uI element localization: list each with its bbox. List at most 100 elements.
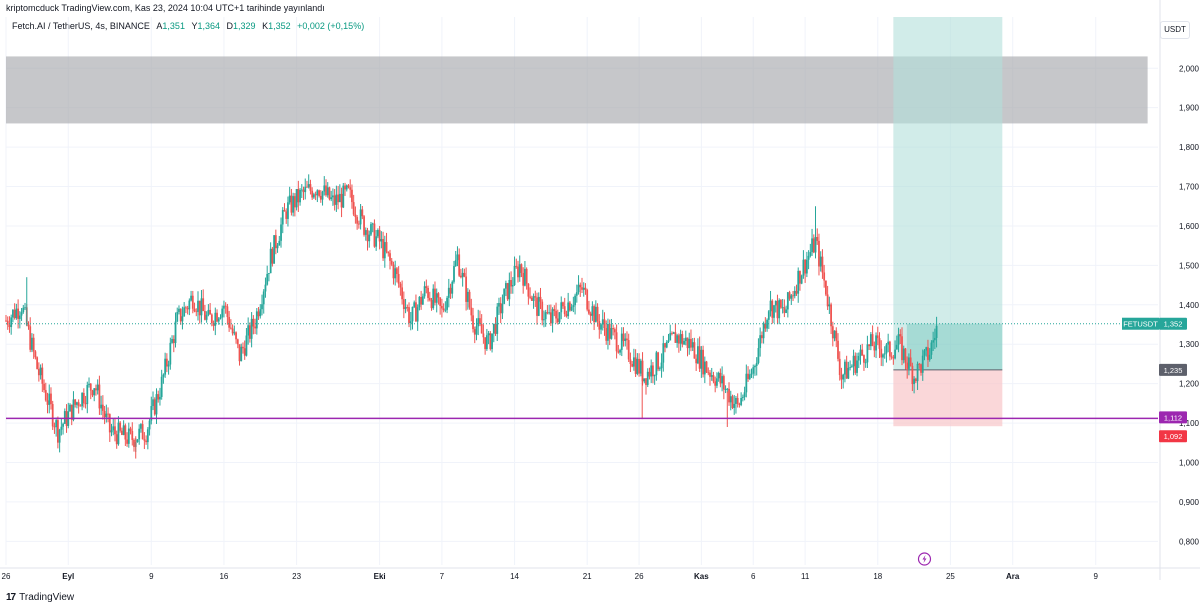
candle-down xyxy=(613,329,616,333)
candle-down xyxy=(340,193,343,208)
candle-up xyxy=(667,340,670,342)
candle-up xyxy=(752,367,755,374)
candle-down xyxy=(17,308,20,319)
y-tick-label: 1,100 xyxy=(1179,419,1200,428)
price-label: 1,235 xyxy=(1164,366,1183,375)
candle-down xyxy=(722,376,725,390)
candle-down xyxy=(357,223,360,225)
candle-up xyxy=(591,306,594,316)
candle-down xyxy=(525,268,528,284)
y-tick-label: 1,300 xyxy=(1179,340,1200,349)
candle-down xyxy=(243,348,246,356)
candle-up xyxy=(262,291,265,305)
candle-up xyxy=(773,305,775,318)
candle-down xyxy=(283,210,286,212)
candle-up xyxy=(214,312,217,326)
candle-down xyxy=(854,355,857,373)
candle-down xyxy=(212,323,215,326)
x-tick-label: 18 xyxy=(873,572,882,581)
candle-down xyxy=(363,216,365,235)
candle-up xyxy=(594,306,597,323)
candle-down xyxy=(603,319,606,329)
candle-down xyxy=(914,378,917,382)
candle-up xyxy=(477,318,480,327)
candle-down xyxy=(714,381,717,386)
publish-info: kriptomcduck TradingView.com, Kas 23, 20… xyxy=(6,3,325,13)
candle-up xyxy=(703,361,706,375)
candle-down xyxy=(216,312,218,322)
candle-up xyxy=(684,337,687,341)
candle-down xyxy=(536,297,538,316)
candle-down xyxy=(838,358,841,376)
candle-down xyxy=(638,358,640,374)
candle-down xyxy=(719,372,722,384)
candle-down xyxy=(530,297,533,301)
candle-down xyxy=(126,439,128,444)
candle-down xyxy=(484,337,487,350)
candle-up xyxy=(217,318,220,322)
candle-up xyxy=(446,297,448,310)
candle-up xyxy=(93,388,96,396)
candle-up xyxy=(240,346,243,362)
candle-up xyxy=(856,360,858,373)
candle-up xyxy=(421,296,424,305)
candle-down xyxy=(705,361,708,373)
candle-up xyxy=(577,284,580,293)
candle-up xyxy=(908,357,910,369)
candle-up xyxy=(432,288,435,309)
candle-down xyxy=(44,390,47,401)
candle-up xyxy=(190,295,192,301)
candle-up xyxy=(454,260,457,267)
candle-down xyxy=(906,362,909,369)
candle-down xyxy=(584,287,587,290)
symbol-title[interactable]: Fetch.AI / TetherUS, 4s, BINANCE xyxy=(12,21,150,31)
candle-down xyxy=(878,338,881,349)
candle-up xyxy=(160,376,163,397)
price-label-bg xyxy=(1159,317,1187,330)
x-tick-label: 6 xyxy=(751,572,756,581)
candle-up xyxy=(636,358,639,374)
candle-up xyxy=(383,242,386,259)
candle-down xyxy=(634,357,637,374)
candle-up xyxy=(558,312,561,323)
candle-up xyxy=(380,238,383,242)
candle-down xyxy=(760,335,763,339)
candle-up xyxy=(532,296,535,301)
candle-down xyxy=(427,287,429,298)
candle-down xyxy=(840,375,843,380)
candle-up xyxy=(278,240,281,246)
candle-down xyxy=(430,300,433,309)
candle-down xyxy=(425,286,428,288)
candle-up xyxy=(850,366,853,368)
candle-down xyxy=(408,307,410,324)
candle-down xyxy=(615,332,618,352)
candle-down xyxy=(707,372,710,374)
candle-up xyxy=(447,287,450,298)
candle-up xyxy=(895,344,898,350)
candle-down xyxy=(198,300,201,316)
candle-down xyxy=(309,184,312,191)
symbol-tag-bg xyxy=(1122,317,1159,330)
candle-down xyxy=(517,266,519,278)
candle-down xyxy=(271,248,274,264)
candle-down xyxy=(804,259,807,274)
candle-up xyxy=(485,335,488,350)
candle-up xyxy=(716,378,718,386)
candle-down xyxy=(460,275,462,278)
candle-up xyxy=(60,426,63,430)
candle-up xyxy=(498,303,500,307)
candles-group xyxy=(5,174,938,453)
candle-down xyxy=(506,283,509,300)
candle-up xyxy=(600,324,602,330)
candle-down xyxy=(236,339,239,345)
candle-down xyxy=(228,317,231,328)
tradingview-logo-icon: 17 xyxy=(6,592,16,603)
candle-up xyxy=(793,290,796,297)
candle-up xyxy=(864,362,867,364)
candle-up xyxy=(451,281,454,294)
candle-up xyxy=(923,350,926,356)
candle-up xyxy=(508,280,511,300)
x-tick-label: 7 xyxy=(440,572,445,581)
candle-down xyxy=(434,288,436,303)
